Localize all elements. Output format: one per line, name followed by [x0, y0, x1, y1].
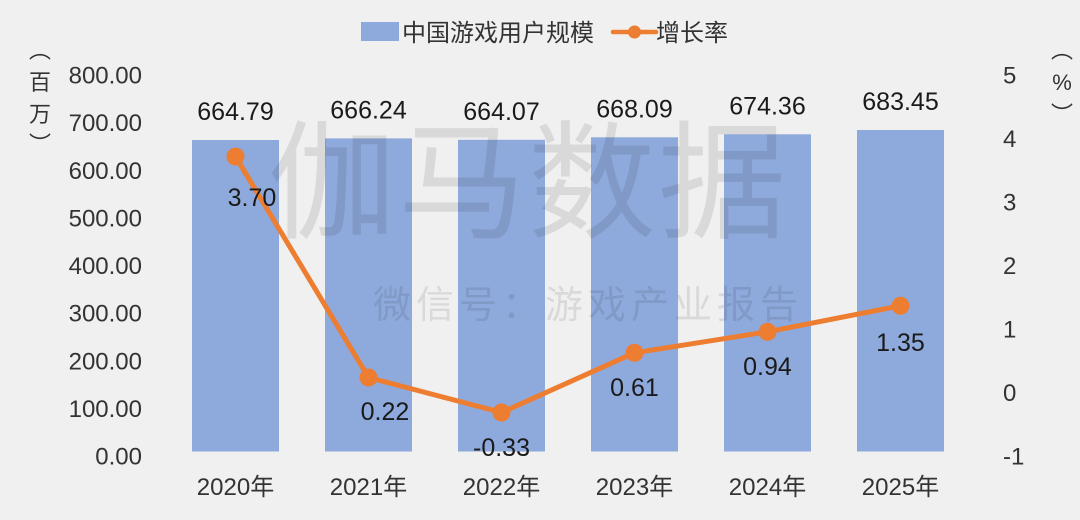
- svg-text:668.09: 668.09: [596, 95, 672, 123]
- svg-text:700.00: 700.00: [69, 110, 142, 137]
- svg-text:-0.33: -0.33: [473, 434, 530, 462]
- svg-text:0: 0: [1003, 380, 1016, 407]
- svg-text:3.70: 3.70: [228, 184, 277, 212]
- svg-text:1: 1: [1003, 317, 1016, 344]
- svg-text:-1: -1: [1003, 444, 1024, 471]
- svg-text:5: 5: [1003, 63, 1016, 90]
- svg-text:0.00: 0.00: [95, 444, 142, 471]
- svg-text:2022年: 2022年: [463, 474, 540, 501]
- svg-text:2: 2: [1003, 253, 1016, 280]
- svg-text:︶: ︶: [29, 132, 51, 157]
- svg-text:1.35: 1.35: [876, 329, 925, 357]
- svg-text:4: 4: [1003, 126, 1016, 153]
- svg-text:664.07: 664.07: [463, 98, 539, 126]
- svg-text:︵: ︵: [29, 38, 51, 63]
- svg-text:683.45: 683.45: [862, 88, 938, 116]
- svg-text:︶: ︶: [1051, 102, 1073, 127]
- svg-text:600.00: 600.00: [69, 158, 142, 185]
- svg-text:400.00: 400.00: [69, 253, 142, 280]
- svg-text:%: %: [1052, 70, 1072, 95]
- svg-text:︵: ︵: [1051, 38, 1073, 63]
- svg-text:664.79: 664.79: [197, 98, 273, 126]
- svg-text:0.94: 0.94: [743, 353, 792, 381]
- svg-text:800.00: 800.00: [69, 63, 142, 90]
- svg-text:百: 百: [29, 70, 51, 95]
- svg-text:0.22: 0.22: [361, 398, 410, 426]
- svg-text:伽马数据: 伽马数据: [268, 113, 788, 256]
- svg-text:万: 万: [29, 102, 51, 127]
- svg-text:674.36: 674.36: [729, 92, 805, 120]
- svg-text:500.00: 500.00: [69, 205, 142, 232]
- svg-text:100.00: 100.00: [69, 396, 142, 423]
- svg-text:微信号：游戏产业报告: 微信号：游戏产业报告: [373, 285, 803, 327]
- svg-text:0.61: 0.61: [610, 374, 659, 402]
- svg-text:中国游戏用户规模: 中国游戏用户规模: [402, 20, 594, 47]
- svg-text:2023年: 2023年: [596, 474, 673, 501]
- svg-text:3: 3: [1003, 190, 1016, 217]
- svg-text:2021年: 2021年: [330, 474, 407, 501]
- svg-text:200.00: 200.00: [69, 348, 142, 375]
- svg-text:2024年: 2024年: [729, 474, 806, 501]
- svg-text:666.24: 666.24: [330, 96, 407, 124]
- svg-text:2020年: 2020年: [197, 474, 274, 501]
- svg-text:300.00: 300.00: [69, 301, 142, 328]
- svg-text:增长率: 增长率: [656, 20, 728, 47]
- svg-text:2025年: 2025年: [862, 474, 939, 501]
